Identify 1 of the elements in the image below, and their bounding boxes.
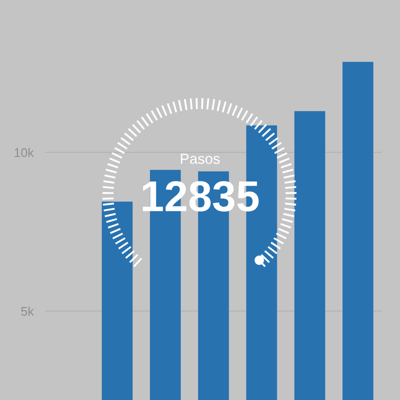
annotation: Pasos: [180, 154, 220, 164]
